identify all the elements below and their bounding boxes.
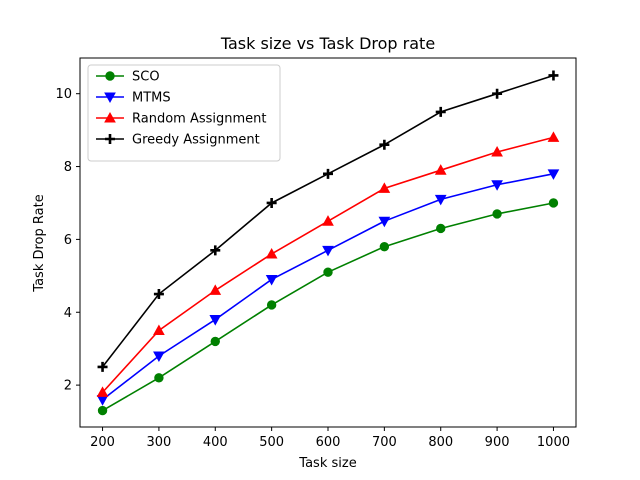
legend-marker-random-assignment (104, 111, 116, 123)
data-point-greedy-assignment (266, 197, 277, 208)
x-tick-label: 800 (428, 435, 453, 450)
data-point-greedy-assignment (379, 139, 390, 150)
legend-box (87, 64, 281, 162)
data-point-greedy-assignment (435, 106, 446, 117)
data-point-random-assignment (491, 145, 503, 157)
data-point-sco (379, 241, 390, 252)
data-point-sco (266, 300, 277, 310)
legend: SCO MTMS Random Assignment Greedy Assignmen… (87, 64, 281, 162)
data-point-mtms (547, 169, 560, 180)
y-tick-label: 4 (64, 306, 72, 321)
y-axis-label: Task Drop Rate (32, 194, 47, 292)
y-tick-label: 8 (64, 160, 72, 175)
data-point-random-assignment (378, 182, 391, 193)
data-point-random-assignment (434, 164, 447, 175)
data-point-sco (548, 198, 559, 208)
x-axis-label: Task size (298, 456, 356, 471)
x-tick-label: 600 (316, 435, 341, 450)
plot-area: 200 300 400 500 600 700 800 900 1000 2 4 6 8 10 (55, 57, 577, 450)
x-tick-label: 200 (90, 435, 115, 450)
data-point-mtms (153, 351, 165, 362)
data-point-random-assignment (209, 284, 222, 295)
data-point-mtms (209, 315, 222, 326)
x-tick-label: 900 (485, 435, 510, 450)
data-point-mtms (434, 194, 447, 206)
data-point-mtms (378, 216, 391, 228)
data-point-greedy-assignment (97, 361, 108, 372)
data-point-sco (210, 336, 220, 347)
data-point-random-assignment (322, 215, 334, 226)
data-point-sco (323, 267, 333, 277)
data-point-greedy-assignment (492, 88, 503, 99)
data-point-greedy-assignment (153, 289, 164, 300)
data-point-sco (97, 405, 108, 416)
data-point-sco (492, 209, 502, 219)
legend-label-mtms: MTMS (132, 91, 171, 106)
legend-label-sco: SCO (132, 70, 160, 85)
y-tick-label: 6 (64, 233, 72, 248)
chart-title: Task size vs Task Drop rate (220, 34, 435, 53)
x-tick-label: 700 (372, 435, 397, 450)
data-point-mtms (322, 245, 334, 257)
legend-marker-sco (105, 71, 115, 81)
legend-label-greedy-assignment: Greedy Assignment (132, 133, 260, 148)
legend-marker-greedy-assignment (105, 134, 115, 144)
x-tick-label: 300 (146, 435, 171, 450)
data-point-sco (436, 223, 446, 234)
x-tick-label: 400 (203, 435, 228, 450)
data-point-greedy-assignment (548, 70, 559, 81)
data-point-greedy-assignment (210, 245, 221, 256)
data-point-random-assignment (153, 324, 165, 335)
x-tick-label: 1000 (537, 435, 570, 450)
y-tick-label: 2 (64, 379, 72, 394)
data-point-greedy-assignment (323, 168, 333, 179)
data-point-sco (154, 373, 164, 383)
legend-label-random-assignment: Random Assignment (132, 112, 267, 127)
data-point-mtms (265, 274, 278, 286)
y-tick-label: 10 (55, 87, 72, 102)
data-point-mtms (491, 180, 503, 191)
legend-marker-mtms (104, 92, 116, 104)
data-point-random-assignment (547, 131, 560, 142)
x-tick-label: 500 (259, 435, 284, 450)
data-point-random-assignment (265, 247, 278, 259)
data-point-random-assignment (96, 386, 109, 397)
